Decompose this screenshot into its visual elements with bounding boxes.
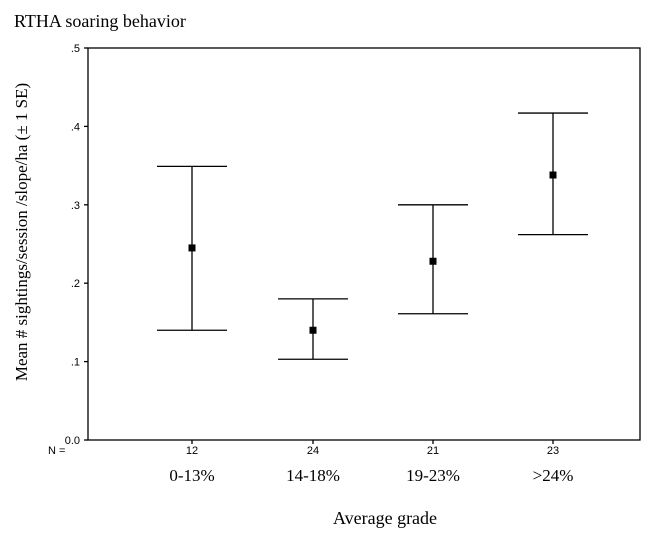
y-tick-label: 0.0 [65,435,80,447]
category-label: 0-13% [169,466,214,485]
n-count-label: 24 [307,445,319,457]
category-label: 19-23% [406,466,460,485]
mean-marker [429,257,437,265]
category-label: >24% [533,466,574,485]
y-tick-label: .4 [71,121,80,133]
mean-marker [309,326,317,334]
y-ticks: 0.0 .1 .2 .3 .4 .5 [65,43,88,447]
n-label: N = [48,445,65,457]
y-tick-label: .5 [71,43,80,55]
n-count-label: 23 [547,445,559,457]
n-count-label: 21 [427,445,439,457]
mean-marker [188,244,196,252]
x-axis-label: Average grade [333,508,437,528]
chart-title: RTHA soaring behavior [14,11,186,31]
x-tick-labels: 12 0-13% 24 14-18% 21 19-23% 23 >24% [169,440,573,485]
y-tick-label: .1 [71,357,80,369]
plot-frame [87,47,641,441]
y-tick-label: .2 [71,278,80,290]
category-label: 14-18% [286,466,340,485]
error-bars [157,112,588,360]
y-axis-label: Mean # sightings/session /slope/ha (± 1 … [12,83,31,381]
mean-marker [549,171,557,179]
y-tick-label: .3 [71,200,80,212]
n-count-label: 12 [186,445,198,457]
